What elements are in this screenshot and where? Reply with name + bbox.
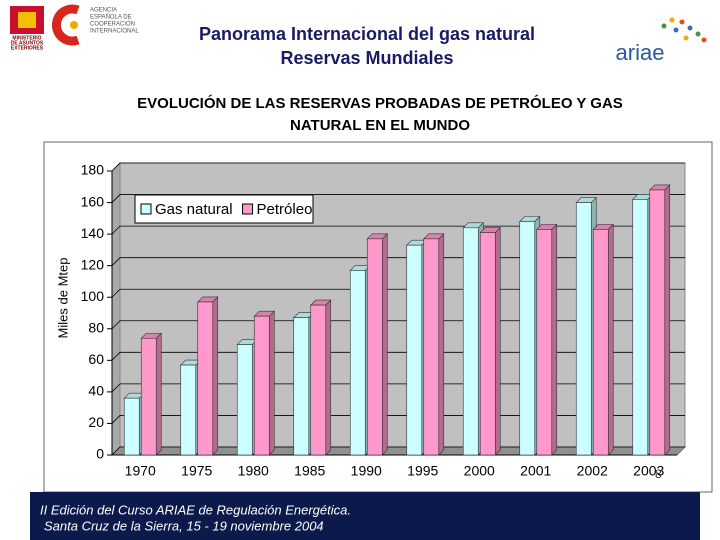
legend-box (134, 194, 314, 224)
y-tick-label: 20 (88, 414, 104, 430)
bar (632, 199, 649, 456)
slide-title: Panorama Internacional del gas natural (199, 24, 535, 44)
grid-line (111, 162, 685, 172)
chart-title: EVOLUCIÓN DE LAS RESERVAS PROBADAS DE PE… (137, 94, 623, 112)
ministry-text: DE ASUNTOS (11, 40, 44, 46)
x-tick-label: 1970 (125, 463, 156, 479)
bar (519, 221, 536, 456)
x-tick-label: 1985 (294, 463, 325, 479)
y-tick-label: 40 (88, 383, 104, 399)
bar (197, 301, 214, 456)
y-tick-label: 140 (81, 225, 105, 241)
bar (406, 244, 423, 456)
bar (423, 238, 440, 456)
legend-label: Gas natural (155, 201, 233, 218)
bar (349, 270, 366, 456)
ministry-text: EXTERIORES (11, 45, 44, 51)
x-tick-label: 1980 (238, 463, 269, 479)
footer-text: Santa Cruz de la Sierra, 15 - 19 noviemb… (44, 518, 324, 533)
bar (462, 227, 479, 456)
bar-side (438, 233, 445, 456)
bar (592, 229, 609, 456)
footer-band (30, 492, 700, 540)
legend-swatch (242, 203, 254, 215)
y-tick-label: 120 (81, 256, 105, 272)
grid-line (111, 194, 685, 203)
bar-side (325, 299, 332, 456)
legend-label: Petróleo (257, 201, 313, 218)
bar (649, 189, 666, 456)
chart-title: NATURAL EN EL MUNDO (290, 117, 470, 134)
y-tick-label: 160 (81, 193, 105, 209)
x-tick-label: 2002 (577, 463, 608, 479)
agency-text: COOPERACIÓN (90, 21, 135, 28)
x-tick-label: 2001 (520, 463, 551, 479)
bar-side (551, 223, 558, 456)
bar (366, 238, 383, 456)
agency-logo (52, 4, 80, 46)
agency-text: INTERNACIONAL (90, 29, 139, 35)
bar (575, 202, 592, 456)
bar (536, 229, 553, 456)
x-tick-label: 1995 (407, 463, 438, 479)
legend-swatch (140, 203, 152, 215)
bar (140, 337, 157, 456)
x-tick-label: 1990 (351, 463, 382, 479)
bar-side (607, 223, 614, 456)
y-tick-label: 0 (96, 446, 104, 462)
y-tick-label: 180 (81, 162, 105, 178)
side-wall (111, 161, 121, 457)
x-tick-label: 2000 (464, 463, 495, 479)
y-tick-label: 80 (88, 319, 104, 335)
bar (479, 232, 496, 456)
bar (180, 364, 197, 456)
bar (123, 397, 140, 456)
agency-text: ESPAÑOLA DE (90, 14, 132, 21)
ariae-dots (661, 17, 707, 43)
ministry-shield-inner (18, 12, 36, 28)
page-number: 8 (655, 467, 662, 481)
bar (253, 315, 270, 456)
plot: 0 20 40 60 80 100 120 140 160 180 1970 1975 1980 1985… (81, 161, 687, 479)
x-tick-label: 1975 (181, 463, 212, 479)
bar (236, 344, 253, 456)
bar-side (381, 233, 388, 456)
bar (310, 304, 327, 456)
footer-text: II Edición del Curso ARIAE de Regulación… (40, 502, 351, 517)
agency-text: AGENCIA (90, 8, 117, 14)
x-tick-label: 2003 (633, 463, 664, 479)
y-tick-label: 100 (81, 288, 105, 304)
slide-subtitle: Reservas Mundiales (280, 48, 453, 68)
y-axis-label: Miles de Mtep (55, 258, 70, 339)
bar-side (268, 310, 275, 456)
ariae-brand: ariae (616, 40, 665, 65)
ministry-text: MINISTERIO (12, 35, 41, 41)
agency-logo-dot (70, 21, 78, 29)
bar (293, 317, 310, 456)
y-tick-label: 60 (88, 351, 104, 367)
bar-side (212, 296, 219, 456)
grid-line (111, 225, 685, 235)
bar-side (494, 226, 501, 456)
bar-side (664, 184, 671, 456)
bar-side (155, 332, 162, 456)
